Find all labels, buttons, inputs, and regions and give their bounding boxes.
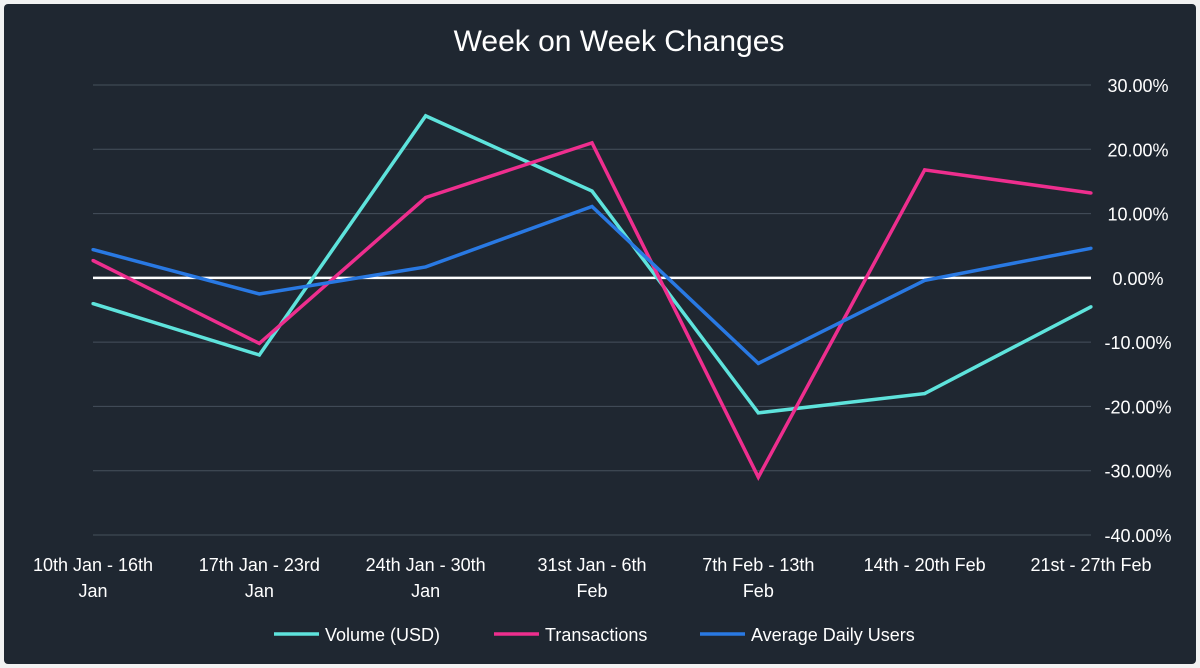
y-tick-label: 20.00%	[1107, 140, 1168, 160]
y-tick-label: 10.00%	[1107, 205, 1168, 225]
data-point	[1089, 246, 1093, 250]
y-tick-label: 30.00%	[1107, 76, 1168, 96]
data-point	[756, 361, 760, 365]
data-point	[756, 475, 760, 479]
data-point	[923, 168, 927, 172]
y-tick-label: -30.00%	[1104, 462, 1171, 482]
x-tick-label-line: Jan	[78, 581, 107, 601]
data-point	[590, 204, 594, 209]
data-point	[424, 114, 428, 118]
data-point	[91, 247, 95, 252]
x-tick-label-line: 24th Jan - 30th	[366, 555, 486, 575]
x-tick-label: 10th Jan - 16th Jan	[33, 555, 153, 601]
data-point	[590, 141, 594, 145]
x-tick-label-line: Jan	[245, 581, 274, 601]
data-point	[756, 411, 760, 415]
data-point	[424, 265, 428, 269]
data-point	[257, 353, 261, 357]
chart-frame	[4, 4, 1196, 664]
x-tick-label: 24th Jan - 30th Jan	[366, 555, 486, 601]
data-point	[91, 258, 95, 263]
x-tick-label: 31st Jan - 6th Feb	[537, 555, 646, 601]
x-tick-label-line: 31st Jan - 6th	[537, 555, 646, 575]
data-point	[424, 195, 428, 200]
data-point	[257, 341, 261, 346]
x-tick-label-line: 14th - 20th Feb	[864, 555, 986, 575]
data-point	[923, 391, 927, 396]
x-tick-label-line: Feb	[576, 581, 607, 601]
data-point	[91, 301, 95, 306]
legend-label: Average Daily Users	[751, 625, 915, 645]
data-point	[257, 292, 261, 296]
x-tick-label-line: 10th Jan - 16th	[33, 555, 153, 575]
x-tick-label-line: 21st - 27th Feb	[1030, 555, 1151, 575]
x-tick-label-line: Jan	[411, 581, 440, 601]
x-tick-label: 17th Jan - 23rd Jan	[199, 555, 320, 601]
y-tick-label: -40.00%	[1104, 526, 1171, 546]
data-point	[1089, 305, 1093, 309]
x-tick-label: 21st - 27th Feb	[1030, 555, 1151, 575]
chart-title: Week on Week Changes	[454, 25, 785, 58]
x-tick-label-line: 17th Jan - 23rd	[199, 555, 320, 575]
grid-lines	[93, 84, 1091, 536]
x-tick-label-line: 7th Feb - 13th	[702, 555, 814, 575]
series-line	[92, 204, 1092, 366]
x-tick-label: 7th Feb - 13th Feb	[702, 555, 814, 601]
series-line	[92, 113, 1092, 415]
data-point	[590, 189, 594, 193]
x-tick-label: 14th - 20th Feb	[864, 555, 986, 575]
data-point	[923, 278, 927, 283]
y-tick-label: -10.00%	[1104, 333, 1171, 353]
legend-label: Volume (USD)	[325, 625, 440, 645]
y-axis-ticks: 30.00% 20.00% 10.00% 0.00% -10.00% -20.00% -30…	[1104, 76, 1171, 546]
series-lines	[91, 113, 1093, 481]
x-tick-label-line: Feb	[743, 581, 774, 601]
legend-label: Transactions	[545, 625, 647, 645]
y-tick-label: 0.00%	[1112, 269, 1163, 289]
y-tick-label: -20.00%	[1104, 397, 1171, 417]
legend: Volume (USD) Transactions Average Daily Us…	[274, 625, 915, 645]
data-point	[1089, 191, 1093, 195]
